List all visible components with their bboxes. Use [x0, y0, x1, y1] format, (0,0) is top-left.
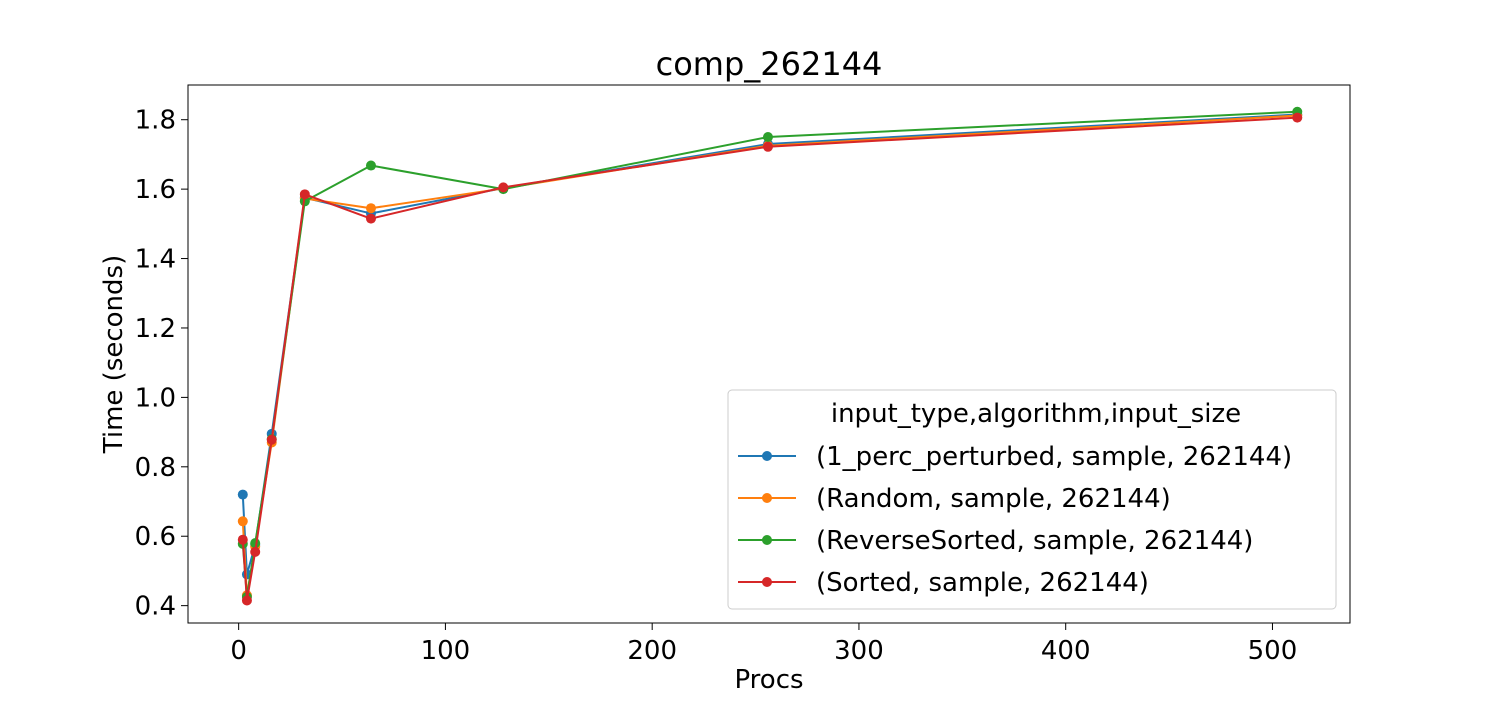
y-tick-label: 0.4: [135, 592, 176, 622]
y-axis-label: Time (seconds): [99, 255, 129, 454]
legend-label: (Random, sample, 262144): [816, 484, 1171, 514]
x-tick-label: 300: [834, 636, 884, 666]
data-point: [241, 595, 252, 606]
legend-item: (ReverseSorted, sample, 262144): [738, 526, 1253, 556]
legend-item: (1_perc_perturbed, sample, 262144): [738, 442, 1292, 472]
legend-item: (Random, sample, 262144): [738, 484, 1171, 514]
data-point: [266, 434, 277, 445]
data-point: [762, 141, 773, 152]
legend-label: (1_perc_perturbed, sample, 262144): [816, 442, 1292, 472]
y-tick-label: 0.6: [135, 522, 176, 552]
legend-title: input_type,algorithm,input_size: [831, 399, 1241, 429]
data-point: [237, 489, 248, 500]
legend-swatch-marker: [762, 535, 772, 545]
x-tick-label: 100: [421, 636, 471, 666]
legend: input_type,algorithm,input_size (1_perc_p…: [727, 389, 1337, 610]
legend-swatch-marker: [762, 493, 772, 503]
legend-item: (Sorted, sample, 262144): [738, 568, 1149, 598]
data-point: [498, 182, 509, 193]
x-tick-label: 500: [1248, 636, 1298, 666]
data-point: [365, 203, 376, 214]
data-point: [365, 160, 376, 171]
series-3: [237, 112, 1303, 606]
data-point: [237, 516, 248, 527]
legend-swatch-marker: [762, 577, 772, 587]
legend-swatch-marker: [762, 451, 772, 461]
y-tick-label: 1.2: [135, 314, 176, 344]
data-point: [762, 132, 773, 143]
data-point: [365, 213, 376, 224]
chart-title: comp_262144: [656, 45, 883, 83]
data-point: [250, 546, 261, 557]
data-point: [237, 534, 248, 545]
x-axis-label: Procs: [734, 665, 803, 695]
legend-box: [727, 389, 1337, 610]
plot-frame: [187, 84, 1351, 624]
data-point: [299, 189, 310, 200]
plot-layer: 0 100 200 300 400 500 0.4 0.6 0.8 1.0 1.2 1.4 1.6 1.8: [135, 106, 1303, 666]
x-tick-label: 200: [627, 636, 677, 666]
legend-label: (ReverseSorted, sample, 262144): [816, 526, 1253, 556]
legend-label: (Sorted, sample, 262144): [816, 568, 1149, 598]
y-tick-label: 1.8: [135, 106, 176, 136]
data-point: [1292, 112, 1303, 123]
y-tick-label: 1.4: [135, 245, 176, 275]
x-tick-label: 0: [230, 636, 247, 666]
x-tick-label: 400: [1041, 636, 1091, 666]
y-tick-label: 1.6: [135, 175, 176, 205]
y-tick-label: 1.0: [135, 383, 176, 413]
y-tick-label: 0.8: [135, 453, 176, 483]
